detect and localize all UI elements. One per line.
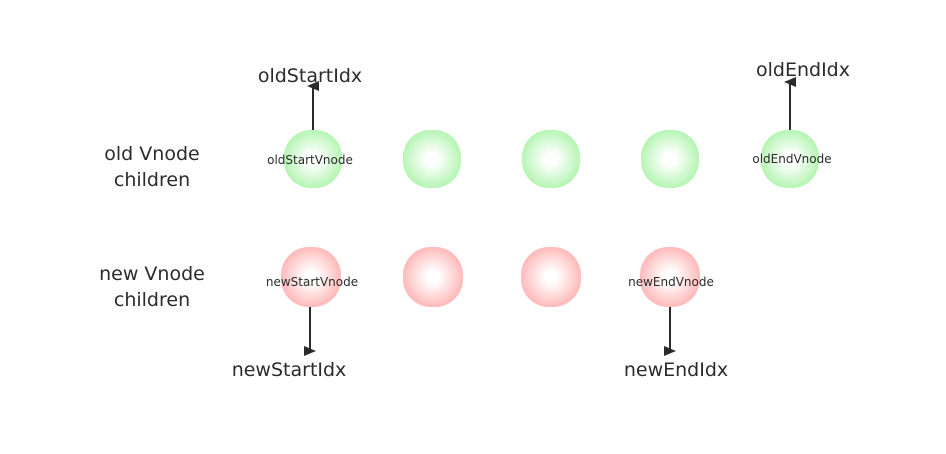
old-end-idx-label: oldEndIdx <box>756 59 850 81</box>
new-vnode <box>640 247 700 307</box>
new-end-idx-label: newEndIdx <box>624 359 728 381</box>
old-vnode <box>522 130 580 188</box>
old-start-vnode-label: oldStartVnode <box>267 153 353 167</box>
old-end-vnode-label: oldEndVnode <box>752 152 831 166</box>
new-start-vnode-label: newStartVnode <box>266 275 358 289</box>
old-row-label-line1: old Vnode <box>104 143 199 165</box>
new-end-vnode-label: newEndVnode <box>628 275 714 289</box>
new-row-label-line2: children <box>114 289 190 311</box>
old-row-label-line2: children <box>114 169 190 191</box>
new-vnode-row <box>281 247 700 307</box>
old-vnode-row <box>284 130 819 188</box>
old-vnode <box>403 130 461 188</box>
old-vnode <box>761 130 819 188</box>
new-vnode <box>403 247 463 307</box>
new-vnode <box>281 247 341 307</box>
old-vnode <box>641 130 699 188</box>
new-start-idx-label: newStartIdx <box>232 359 347 381</box>
new-row-label-line1: new Vnode <box>99 263 205 285</box>
old-vnode <box>284 130 342 188</box>
old-start-idx-label: oldStartIdx <box>258 65 362 87</box>
new-vnode <box>521 247 581 307</box>
